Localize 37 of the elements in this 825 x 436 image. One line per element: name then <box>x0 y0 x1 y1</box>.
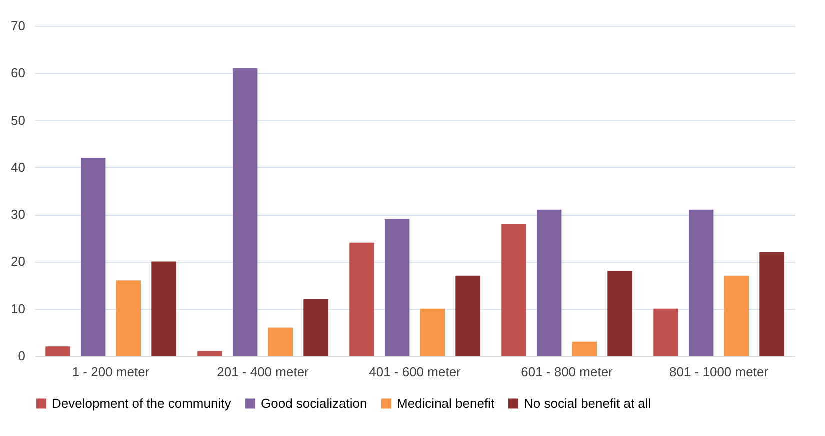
bar <box>760 252 784 356</box>
bar <box>420 308 446 356</box>
y-tick-label: 60 <box>11 66 26 81</box>
bar <box>46 346 70 356</box>
legend-label: Good socialization <box>261 396 368 411</box>
bar <box>456 276 480 356</box>
bar <box>268 328 294 356</box>
bar <box>232 68 258 356</box>
bar <box>350 242 374 356</box>
x-tick-label: 201 - 400 meter <box>217 364 310 380</box>
bar <box>116 280 142 356</box>
bar <box>724 276 750 356</box>
legend-label: No social benefit at all <box>524 396 652 411</box>
bar <box>304 299 328 356</box>
bar <box>80 158 106 356</box>
bar <box>198 351 222 356</box>
y-tick-label: 20 <box>11 254 26 270</box>
x-tick-label: 401 - 600 meter <box>369 364 462 380</box>
bar <box>688 210 714 356</box>
x-tick-label: 601 - 800 meter <box>521 364 614 380</box>
y-tick-label: 30 <box>11 207 26 222</box>
bar <box>502 224 526 356</box>
bar <box>384 219 410 356</box>
bar <box>536 210 562 356</box>
y-tick-label: 50 <box>11 112 26 128</box>
bar <box>654 308 678 356</box>
y-tick-label: 10 <box>11 301 26 316</box>
y-tick-label: 0 <box>18 348 26 364</box>
bar <box>152 262 176 356</box>
bar <box>572 342 598 356</box>
x-tick-label: 801 - 1000 meter <box>669 364 770 380</box>
bar <box>608 271 632 356</box>
y-tick-label: 40 <box>11 160 26 175</box>
y-tick-label: 70 <box>11 18 26 34</box>
legend-label: Development of the community <box>52 396 232 411</box>
x-tick-label: 1 - 200 meter <box>72 364 150 380</box>
legend-label: Medicinal benefit <box>397 396 495 411</box>
